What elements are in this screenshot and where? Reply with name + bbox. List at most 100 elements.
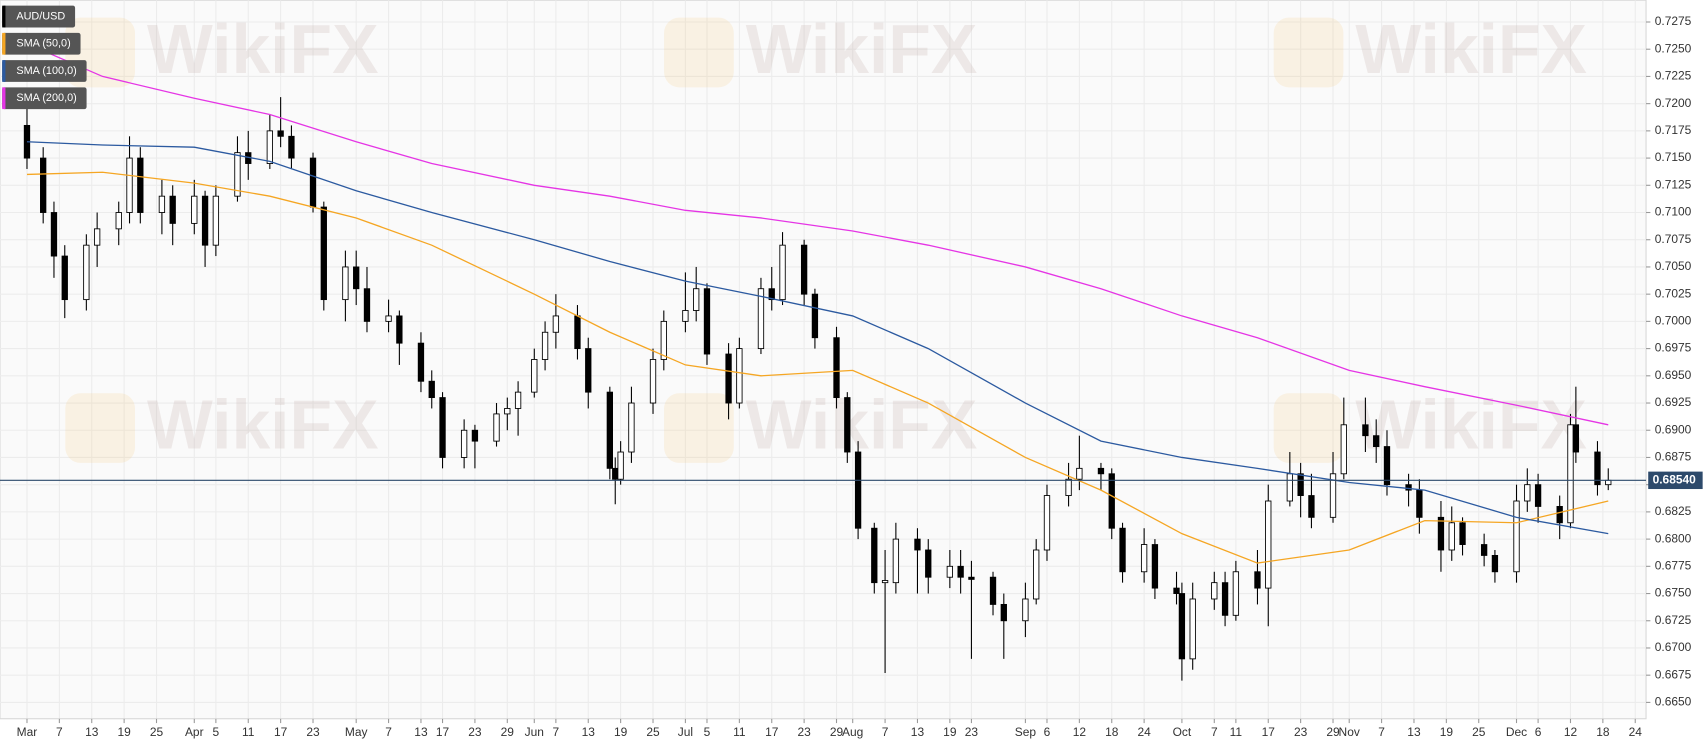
candle-body (1140, 544, 1148, 573)
y-tick-label: 0.7075 (1655, 232, 1692, 246)
x-tick-label: 17 (274, 725, 288, 739)
candle-body (1340, 424, 1347, 475)
x-tick-label: 12 (1073, 725, 1087, 739)
y-tick-label: 0.6675 (1655, 667, 1692, 681)
x-tick-label: 13 (414, 725, 428, 739)
legend-swatch (2, 87, 6, 110)
x-tick-label: 24 (1137, 725, 1151, 739)
x-tick-label: 17 (765, 725, 779, 739)
y-tick-label: 0.6775 (1655, 558, 1692, 572)
candle-body (854, 451, 862, 529)
legend-label: AUD/USD (16, 10, 65, 22)
x-tick-label: Mar (17, 725, 38, 739)
candle-body (288, 135, 295, 159)
x-tick-label: Oct (1173, 725, 1192, 739)
x-tick-label: 13 (911, 725, 925, 739)
watermark: WikiFX (746, 10, 978, 88)
legend-box (2, 60, 87, 82)
candle-body (1232, 571, 1240, 616)
sma-line (26, 43, 1609, 426)
candle-body (1605, 479, 1612, 486)
x-tick-label: 6 (1535, 725, 1542, 739)
candle-body (925, 549, 932, 578)
candle-body (682, 310, 689, 322)
legend-label: SMA (50,0) (16, 38, 70, 50)
candle-body (363, 288, 371, 322)
x-tick-label: 7 (56, 725, 63, 739)
candle-body (725, 353, 732, 404)
candle-body (514, 391, 522, 409)
y-tick-label: 0.6925 (1655, 395, 1692, 409)
candle-body (531, 359, 538, 393)
candle-body (1572, 424, 1580, 453)
candle-body (1567, 424, 1574, 524)
candle-body (1524, 484, 1531, 502)
legend-box (2, 87, 87, 110)
y-tick-label: 0.7025 (1655, 286, 1692, 300)
candle-body (342, 266, 349, 301)
candle-body (585, 348, 592, 393)
x-tick-label: 25 (150, 725, 164, 739)
candle-body (1151, 544, 1159, 589)
candle-body (617, 451, 624, 480)
y-tick-label: 0.6875 (1655, 450, 1692, 464)
watermark-icon (664, 17, 734, 88)
candle-body (428, 380, 435, 399)
x-tick-label: 19 (117, 725, 131, 739)
candle-body (768, 288, 775, 301)
candle-body (946, 565, 954, 578)
axes: 0.6650 0.6675 0.6700 0.6725 0.6750 0.6775 0.68… (17, 14, 1703, 739)
candle-body (1097, 467, 1105, 475)
watermark-icon (65, 393, 135, 463)
x-tick-label: May (345, 725, 368, 739)
x-tick-label: 18 (1596, 725, 1610, 739)
x-tick-label: 7 (1211, 725, 1218, 739)
legend-label: SMA (200,0) (16, 92, 76, 104)
x-tick-label: 6 (1044, 725, 1051, 739)
legend-box (2, 5, 76, 28)
candle-body (439, 397, 446, 458)
candle-body (660, 320, 667, 360)
x-tick-label: 29 (1326, 725, 1340, 739)
marks (0, 43, 1647, 681)
candle-body (169, 195, 176, 224)
x-tick-label: 19 (1440, 725, 1454, 739)
candle-body (1265, 500, 1272, 589)
candle-body (1594, 451, 1601, 486)
x-tick-label: 13 (1407, 725, 1421, 739)
candle-body (811, 293, 819, 339)
candle-body (552, 315, 560, 333)
candle-body (574, 315, 581, 350)
watermark: WikiFX (147, 386, 379, 464)
candle-body (1308, 495, 1315, 518)
candle-body (1022, 598, 1029, 622)
y-tick-label: 0.6750 (1655, 586, 1692, 600)
x-tick-label: 23 (468, 725, 482, 739)
candle-body (892, 538, 900, 584)
candle-body (1254, 571, 1261, 589)
candle-body (1459, 522, 1466, 545)
candle-body (1173, 587, 1180, 594)
candle-body (779, 244, 786, 301)
candle-body (417, 342, 425, 382)
y-tick-label: 0.7175 (1655, 123, 1692, 137)
x-tick-label: Aug (842, 725, 863, 739)
x-tick-label: 23 (1294, 725, 1308, 739)
x-tick-label: Jul (678, 725, 693, 739)
x-tick-label: Jun (525, 725, 544, 739)
candle-body (1221, 582, 1229, 616)
legend: AUD/USD SMA (50,0) SMA (100,0) SMA (200,0) (2, 5, 87, 110)
candle-body (212, 195, 220, 246)
y-tick-label: 0.7200 (1655, 96, 1692, 110)
y-tick-label: 0.6950 (1655, 368, 1692, 382)
candle-body (612, 467, 619, 480)
candle-body (968, 576, 975, 580)
candle-body (1119, 527, 1126, 573)
y-tick-label: 0.6650 (1655, 695, 1692, 709)
candle-body (628, 402, 635, 453)
candle-body (61, 255, 68, 301)
candle-body (1534, 484, 1542, 507)
candle-body (158, 195, 166, 213)
candle-body (736, 348, 743, 404)
x-tick-label: 7 (882, 725, 889, 739)
